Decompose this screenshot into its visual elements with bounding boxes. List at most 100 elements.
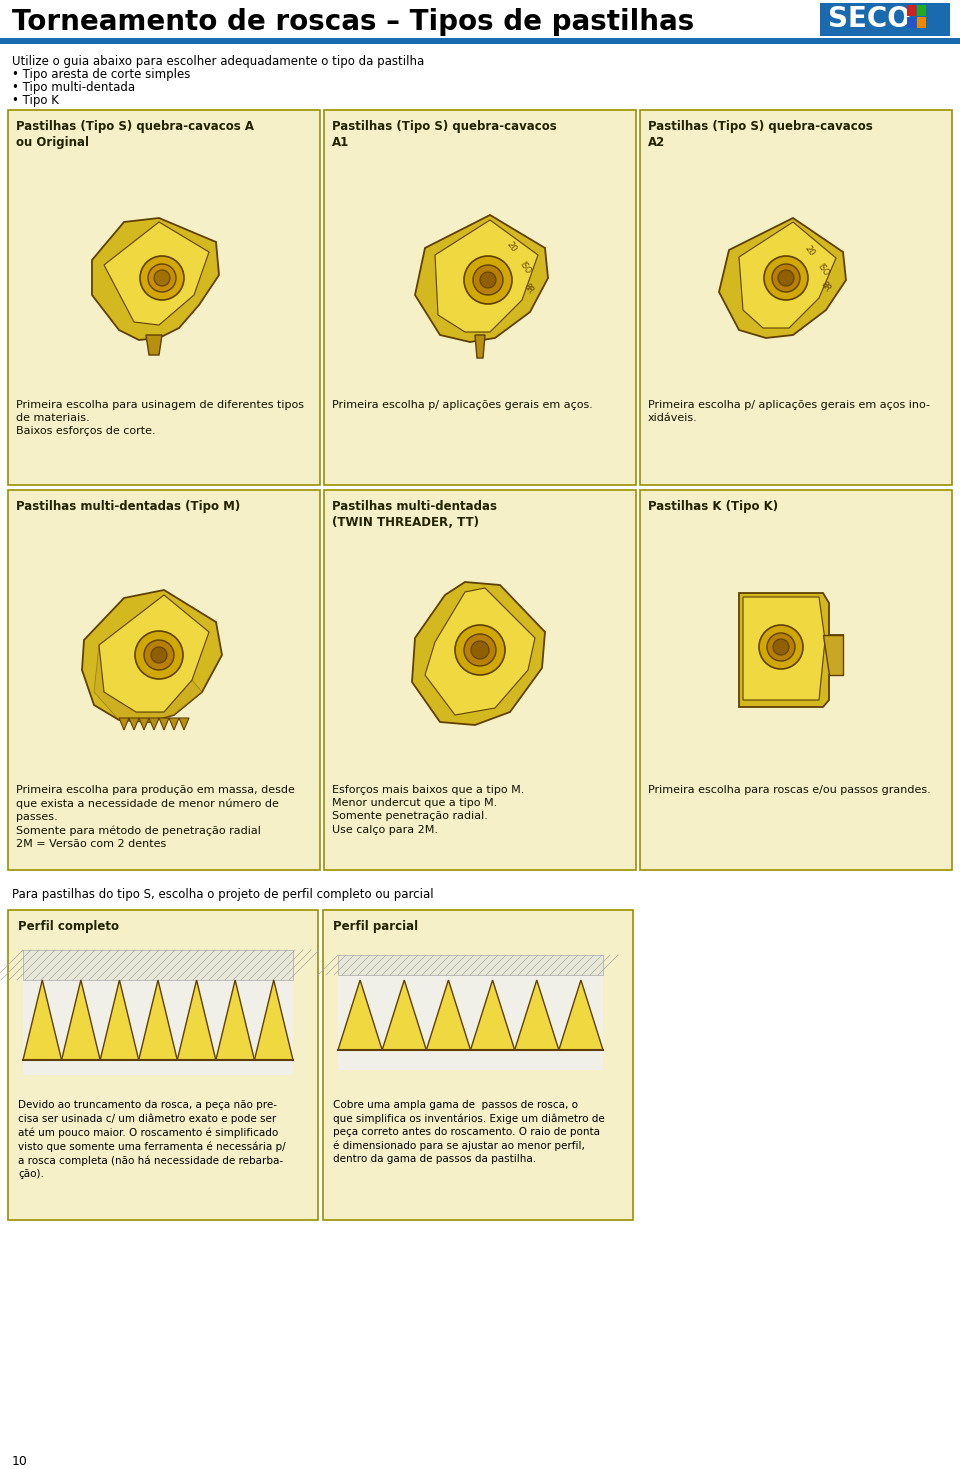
- Text: 8R: 8R: [522, 282, 535, 295]
- Text: Perfil completo: Perfil completo: [18, 920, 119, 933]
- Polygon shape: [61, 980, 100, 1061]
- Circle shape: [471, 640, 489, 660]
- Polygon shape: [129, 718, 139, 730]
- Circle shape: [778, 270, 794, 286]
- Circle shape: [759, 624, 803, 668]
- Polygon shape: [426, 980, 470, 1050]
- Text: Primeira escolha p/ aplicações gerais em aços ino-
xidáveis.: Primeira escolha p/ aplicações gerais em…: [648, 400, 930, 423]
- Text: SECO: SECO: [828, 4, 911, 32]
- Text: Para pastilhas do tipo S, escolha o projeto de perfil completo ou parcial: Para pastilhas do tipo S, escolha o proj…: [12, 887, 434, 900]
- Polygon shape: [823, 635, 843, 674]
- Polygon shape: [254, 980, 293, 1061]
- Circle shape: [464, 256, 512, 304]
- Text: Utilize o guia abaixo para escolher adequadamente o tipo da pastilha: Utilize o guia abaixo para escolher adeq…: [12, 54, 424, 68]
- Circle shape: [773, 639, 789, 655]
- Polygon shape: [739, 593, 843, 707]
- Polygon shape: [179, 718, 189, 730]
- Bar: [820, 3, 950, 37]
- Polygon shape: [435, 220, 538, 332]
- Bar: [23, 950, 293, 980]
- Polygon shape: [94, 645, 202, 721]
- Text: Pastilhas (Tipo S) quebra-cavacos
A1: Pastilhas (Tipo S) quebra-cavacos A1: [332, 120, 557, 148]
- Polygon shape: [338, 980, 382, 1050]
- Circle shape: [473, 264, 503, 295]
- Polygon shape: [412, 582, 545, 726]
- Polygon shape: [104, 222, 209, 325]
- Polygon shape: [169, 718, 179, 730]
- Polygon shape: [119, 718, 129, 730]
- Bar: [324, 491, 636, 870]
- Text: Pastilhas K (Tipo K): Pastilhas K (Tipo K): [648, 499, 779, 513]
- Text: Pastilhas (Tipo S) quebra-cavacos
A2: Pastilhas (Tipo S) quebra-cavacos A2: [648, 120, 873, 148]
- Text: • Tipo K: • Tipo K: [12, 94, 59, 107]
- Polygon shape: [415, 214, 548, 342]
- Polygon shape: [382, 980, 426, 1050]
- Text: ISO: ISO: [518, 260, 533, 276]
- Text: Primeira escolha para roscas e/ou passos grandes.: Primeira escolha para roscas e/ou passos…: [648, 784, 931, 795]
- Polygon shape: [159, 718, 169, 730]
- Circle shape: [480, 272, 496, 288]
- Polygon shape: [470, 980, 515, 1050]
- Text: Primeira escolha p/ aplicações gerais em aços.: Primeira escolha p/ aplicações gerais em…: [332, 400, 593, 410]
- Circle shape: [772, 264, 800, 292]
- Bar: [917, 4, 926, 16]
- Text: • Tipo aresta de corte simples: • Tipo aresta de corte simples: [12, 68, 190, 81]
- Bar: [323, 909, 633, 1219]
- Circle shape: [151, 646, 167, 663]
- Polygon shape: [743, 596, 825, 701]
- Polygon shape: [82, 591, 222, 721]
- Circle shape: [140, 256, 184, 300]
- Bar: [8, 909, 318, 1219]
- Text: Devido ao truncamento da rosca, a peça não pre-
cisa ser usinada c/ um diâmetro : Devido ao truncamento da rosca, a peça n…: [18, 1100, 286, 1178]
- Bar: [907, 18, 916, 28]
- Bar: [324, 110, 636, 485]
- Text: Torneamento de roscas – Tipos de pastilhas: Torneamento de roscas – Tipos de pastilh…: [12, 7, 694, 37]
- Circle shape: [135, 632, 183, 679]
- Circle shape: [144, 640, 174, 670]
- Text: Cobre uma ampla gama de  passos de rosca, o
que simplifica os inventários. Exige: Cobre uma ampla gama de passos de rosca,…: [333, 1100, 605, 1165]
- Bar: [338, 955, 603, 1069]
- Circle shape: [764, 256, 808, 300]
- Text: ISO: ISO: [816, 261, 830, 278]
- Polygon shape: [216, 980, 254, 1061]
- Bar: [907, 4, 916, 16]
- Polygon shape: [100, 980, 138, 1061]
- Polygon shape: [139, 718, 149, 730]
- Circle shape: [464, 635, 496, 665]
- Bar: [8, 491, 320, 870]
- Polygon shape: [23, 980, 61, 1061]
- Bar: [640, 491, 952, 870]
- Polygon shape: [559, 980, 603, 1050]
- Bar: [917, 18, 926, 28]
- Polygon shape: [92, 217, 219, 339]
- Polygon shape: [425, 588, 535, 715]
- Text: Primeira escolha para usinagem de diferentes tipos
de materiais.
Baixos esforços: Primeira escolha para usinagem de difere…: [16, 400, 304, 436]
- Text: Esforços mais baixos que a tipo M.
Menor undercut que a tipo M.
Somente penetraç: Esforços mais baixos que a tipo M. Menor…: [332, 784, 524, 834]
- Polygon shape: [719, 217, 846, 338]
- Bar: [338, 955, 603, 975]
- Text: 20: 20: [505, 239, 518, 254]
- Text: 8R: 8R: [819, 281, 832, 294]
- Text: Pastilhas multi-dentadas
(TWIN THREADER, TT): Pastilhas multi-dentadas (TWIN THREADER,…: [332, 499, 497, 529]
- Text: • Tipo multi-dentada: • Tipo multi-dentada: [12, 81, 135, 94]
- Circle shape: [767, 633, 795, 661]
- Circle shape: [148, 264, 176, 292]
- Text: Pastilhas multi-dentadas (Tipo M): Pastilhas multi-dentadas (Tipo M): [16, 499, 240, 513]
- Polygon shape: [515, 980, 559, 1050]
- Polygon shape: [475, 335, 485, 358]
- Text: 20: 20: [803, 244, 816, 257]
- Polygon shape: [138, 980, 178, 1061]
- Text: Primeira escolha para produção em massa, desde
que exista a necessidade de menor: Primeira escolha para produção em massa,…: [16, 784, 295, 849]
- Polygon shape: [178, 980, 216, 1061]
- Circle shape: [455, 624, 505, 674]
- Polygon shape: [99, 595, 209, 712]
- Bar: [0, 38, 960, 44]
- Text: Pastilhas (Tipo S) quebra-cavacos A
ou Original: Pastilhas (Tipo S) quebra-cavacos A ou O…: [16, 120, 254, 148]
- Polygon shape: [149, 718, 159, 730]
- Bar: [23, 950, 293, 1075]
- Bar: [8, 110, 320, 485]
- Polygon shape: [146, 335, 162, 355]
- Text: Perfil parcial: Perfil parcial: [333, 920, 419, 933]
- Polygon shape: [739, 222, 836, 328]
- Circle shape: [154, 270, 170, 286]
